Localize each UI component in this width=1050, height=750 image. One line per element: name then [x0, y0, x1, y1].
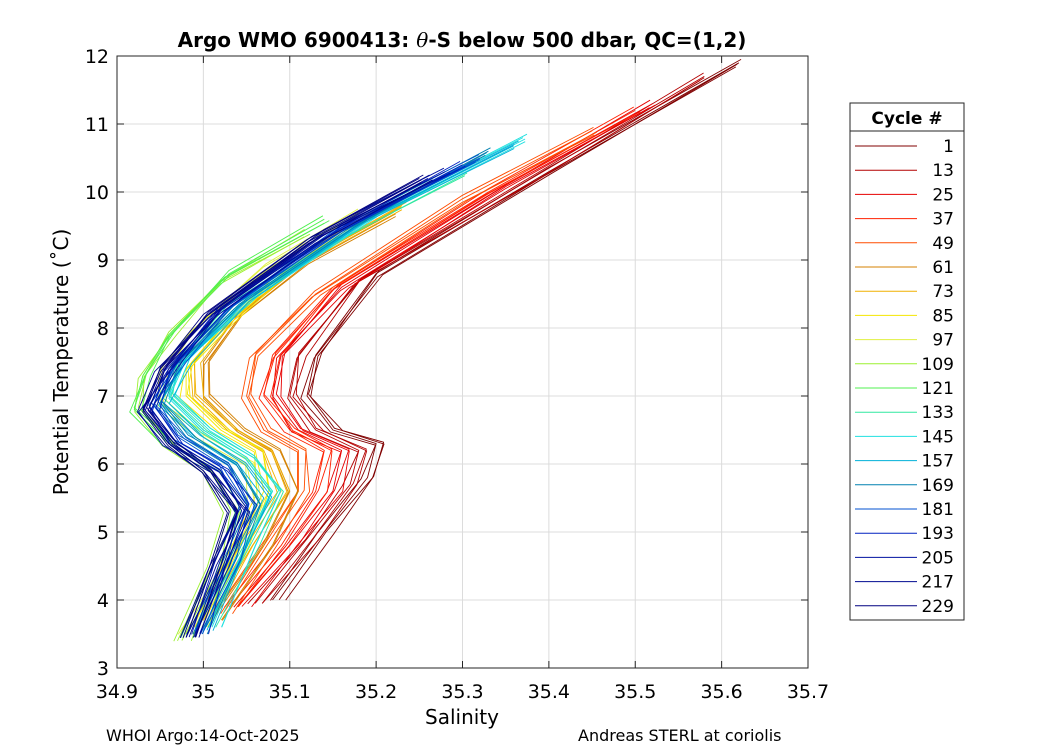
series-line-13-trace: [261, 77, 705, 604]
series-line-157-trace: [168, 145, 514, 631]
y-tick-label: 8: [97, 318, 109, 340]
legend-label: 73: [932, 282, 954, 302]
legend-label: 61: [932, 258, 954, 278]
series-line-181-trace: [153, 158, 480, 635]
axis-ticks: 34.9 35 35.1 35.2 35.3 35.4 35.5 35.6 35.7 3 4 5 6 7 8…: [85, 46, 829, 703]
y-tick-label: 12: [85, 46, 109, 68]
series-line-1-trace: [285, 63, 738, 601]
series-line-169-trace: [153, 154, 486, 635]
series-line-229: [142, 178, 420, 638]
y-tick-label: 4: [97, 590, 109, 612]
x-tick-label: 35: [191, 681, 215, 703]
legend-label: 145: [922, 427, 954, 447]
x-tick-label: 35.2: [355, 681, 397, 703]
x-tick-label: 35.3: [441, 681, 483, 703]
legend-label: 205: [922, 548, 954, 568]
x-tick-label: 34.9: [96, 681, 138, 703]
legend-label: 49: [932, 234, 954, 254]
x-tick-label: 35.6: [700, 681, 742, 703]
legend-label: 85: [932, 306, 954, 326]
series-line-37-trace: [236, 111, 641, 608]
series-line-61-trace: [207, 213, 396, 621]
x-tick-label: 35.4: [528, 681, 570, 703]
series-line-193-trace: [151, 168, 460, 635]
series-line-133-trace: [170, 172, 468, 628]
legend-label: 121: [922, 379, 954, 399]
series-line-25: [237, 103, 653, 608]
series-line-25-trace: [251, 104, 656, 608]
series-line-169-trace: [163, 152, 487, 635]
series-line-37: [228, 110, 636, 608]
series-line-85-trace: [179, 209, 382, 628]
series-line-1-trace: [270, 66, 737, 601]
y-tick-label: 10: [85, 182, 109, 204]
y-tick-label: 3: [97, 658, 109, 680]
footer-date-credit: WHOI Argo:14-Oct-2025: [106, 726, 300, 745]
series-group: [129, 59, 742, 642]
legend-label: 217: [922, 573, 954, 593]
y-tick-label: 9: [97, 250, 109, 272]
legend-label: 109: [922, 355, 954, 375]
series-line-49-trace: [223, 127, 594, 614]
legend-label: 97: [932, 331, 954, 351]
legend-box: [849, 102, 965, 621]
series-line-229-trace: [149, 174, 424, 638]
series-line-217-trace: [136, 182, 431, 638]
x-tick-label: 35.1: [269, 681, 311, 703]
legend-label: 133: [922, 403, 954, 423]
series-line-61-trace: [203, 216, 396, 622]
series-line-217-trace: [144, 179, 433, 638]
series-line-1: [272, 62, 740, 601]
y-axis-label: Potential Temperature (˚C): [49, 229, 73, 496]
y-tick-label: 5: [97, 522, 109, 544]
legend-label: 169: [922, 476, 954, 496]
legend-label: 229: [922, 597, 954, 617]
y-tick-label: 11: [85, 114, 109, 136]
series-line-229-trace: [147, 179, 422, 638]
x-axis-label: Salinity: [425, 705, 499, 729]
series-line-157: [159, 143, 515, 631]
series-line-145-trace: [173, 138, 526, 628]
legend-label: 25: [932, 185, 954, 205]
x-tick-label: 35.5: [614, 681, 656, 703]
series-line-145-trace: [168, 141, 526, 628]
legend-label: 1: [943, 137, 954, 157]
legend-label: 37: [932, 210, 954, 230]
series-line-73-trace: [200, 206, 402, 621]
y-tick-label: 6: [97, 454, 109, 476]
series-line-37-trace: [238, 106, 635, 607]
series-line-49-trace: [213, 134, 595, 615]
series-line-49: [220, 130, 593, 614]
legend-label: 157: [922, 452, 954, 472]
series-line-217-trace: [146, 174, 430, 638]
grid: [116, 55, 809, 669]
x-tick-label: 35.7: [787, 681, 829, 703]
series-line-25-trace: [241, 99, 651, 607]
legend-title: Cycle #: [871, 109, 942, 129]
chart-title: Argo WMO 6900413: θ-S below 500 dbar, QC…: [178, 28, 747, 52]
legend-label: 181: [922, 500, 954, 520]
y-tick-label: 7: [97, 386, 109, 408]
series-line-1-trace: [278, 59, 742, 600]
legend: Cycle # 1 13 25 37 49 61 73 85 97 109 121 133 145 157…: [849, 102, 965, 621]
footer-author-credit: Andreas STERL at coriolis: [578, 726, 782, 745]
series-line-229-trace: [142, 182, 422, 638]
legend-label: 193: [922, 524, 954, 544]
series-line-49-trace: [232, 131, 597, 614]
legend-label: 13: [932, 161, 954, 181]
series-line-13: [254, 76, 705, 604]
